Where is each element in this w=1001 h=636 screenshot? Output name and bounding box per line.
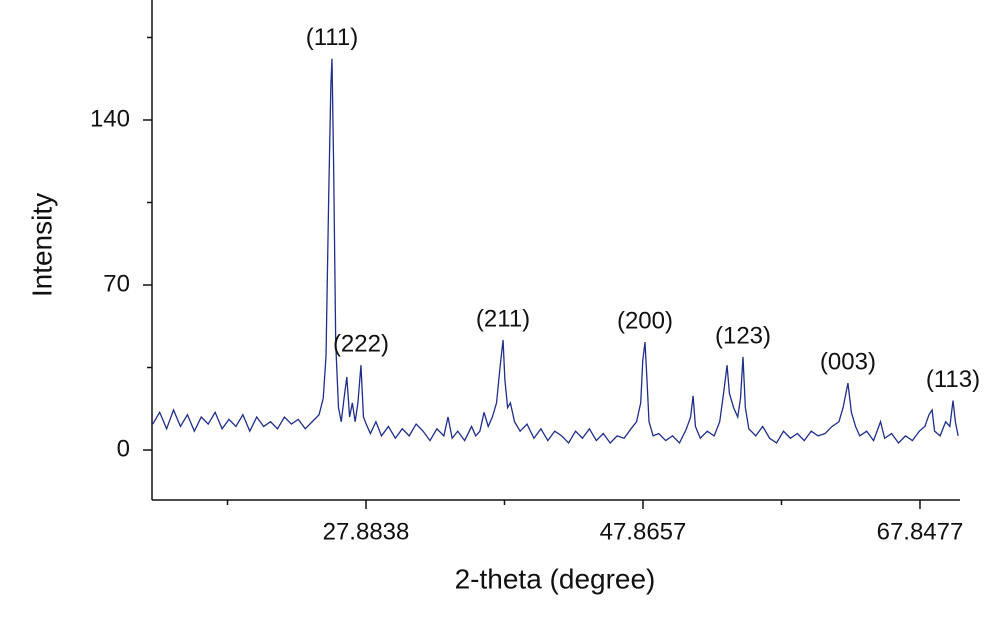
x-axis-label: 2-theta (degree) <box>455 563 656 594</box>
y-tick-label: 70 <box>103 270 130 297</box>
x-tick-label: 67.8477 <box>877 518 964 545</box>
x-tick-label: 47.8657 <box>600 518 687 545</box>
peak-label: (111) <box>306 24 358 51</box>
peak-label: (222) <box>333 331 389 358</box>
x-tick-label: 27.8838 <box>323 518 410 545</box>
y-tick-label: 140 <box>90 105 130 132</box>
peak-label: (123) <box>715 322 771 349</box>
y-tick-label: 0 <box>117 435 130 462</box>
y-axis-label: Intensity <box>26 193 57 297</box>
peak-label: (003) <box>820 348 876 375</box>
peak-label: (113) <box>926 366 980 393</box>
peak-label: (211) <box>476 305 530 332</box>
peak-label: (200) <box>617 307 673 334</box>
data-line <box>152 58 959 445</box>
